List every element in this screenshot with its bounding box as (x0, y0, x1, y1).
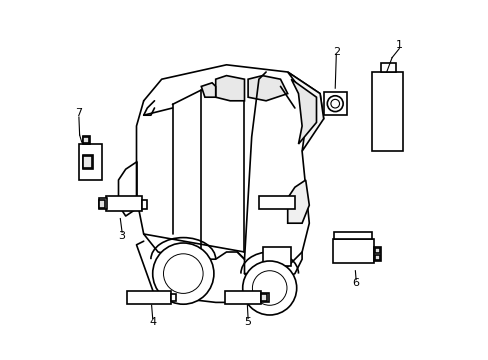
Circle shape (242, 261, 296, 315)
Bar (224, 291, 260, 304)
Circle shape (330, 99, 339, 108)
Text: 6: 6 (352, 278, 359, 288)
Bar (334, 232, 371, 239)
Bar (261, 294, 266, 301)
Bar (83, 137, 89, 143)
Bar (79, 144, 102, 180)
Bar (99, 200, 105, 208)
Bar (262, 247, 291, 266)
Bar (170, 294, 175, 301)
Bar (258, 196, 294, 209)
Text: 2: 2 (332, 47, 339, 57)
Polygon shape (291, 79, 316, 144)
Bar (82, 136, 90, 144)
Bar (127, 291, 170, 304)
Circle shape (152, 243, 213, 304)
Text: 3: 3 (119, 231, 125, 241)
Bar (99, 198, 106, 209)
Circle shape (326, 96, 343, 112)
Bar (371, 72, 402, 151)
Bar (106, 196, 142, 211)
Text: 1: 1 (395, 40, 402, 50)
Bar (332, 239, 373, 263)
Bar (374, 248, 380, 253)
Bar (260, 293, 268, 302)
Bar (373, 247, 381, 261)
Polygon shape (287, 72, 323, 151)
Bar (323, 92, 346, 115)
Polygon shape (201, 83, 215, 97)
Circle shape (252, 271, 286, 305)
Bar (381, 63, 395, 72)
Text: 7: 7 (75, 108, 82, 118)
Bar (83, 156, 92, 168)
Text: 5: 5 (244, 317, 251, 327)
Polygon shape (247, 76, 287, 101)
Circle shape (163, 254, 203, 293)
Bar (374, 255, 380, 260)
Polygon shape (215, 76, 244, 101)
Text: 4: 4 (149, 317, 156, 327)
Bar (142, 200, 147, 209)
Polygon shape (287, 180, 309, 223)
Bar (82, 155, 93, 169)
